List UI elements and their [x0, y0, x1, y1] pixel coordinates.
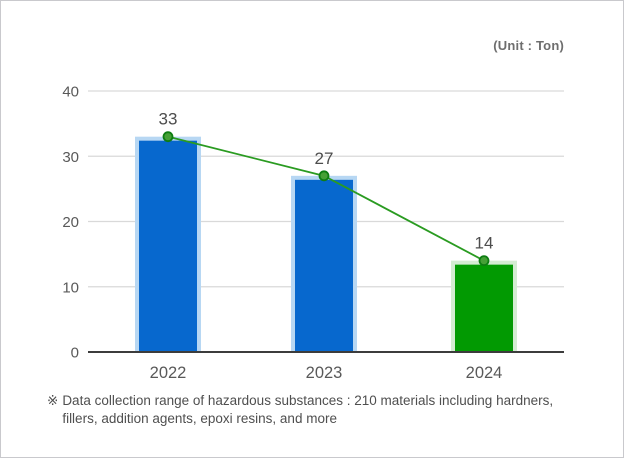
trend-line-marker — [478, 255, 490, 267]
footnote-line: Data collection range of hazardous subst… — [62, 393, 554, 408]
y-axis-tick-label: 20 — [62, 214, 79, 231]
x-axis-category-label: 2023 — [306, 364, 343, 382]
bar-value-label: 33 — [159, 110, 178, 129]
bar-value-label: 14 — [475, 234, 494, 253]
trend-line-marker — [318, 170, 330, 182]
bar — [139, 140, 197, 352]
y-axis-tick-label: 30 — [62, 149, 79, 166]
y-axis-tick-label: 40 — [62, 84, 79, 101]
footnote-line: fillers, addition agents, epoxi resins, … — [62, 411, 337, 426]
x-axis-category-label: 2024 — [466, 364, 503, 382]
trend-line-marker — [162, 131, 174, 143]
footnote-text: Data collection range of hazardous subst… — [62, 392, 553, 428]
bar — [455, 264, 513, 352]
bar — [295, 179, 353, 352]
bar-value-label: 27 — [315, 149, 334, 168]
footnote-reference-mark: ※ — [47, 393, 59, 408]
unit-label: (Unit : Ton) — [493, 38, 564, 53]
y-axis-tick-label: 10 — [62, 279, 79, 296]
footnote: ※ Data collection range of hazardous sub… — [47, 392, 553, 428]
x-axis-category-label: 2022 — [150, 364, 187, 382]
y-axis-tick-label: 0 — [71, 345, 79, 362]
